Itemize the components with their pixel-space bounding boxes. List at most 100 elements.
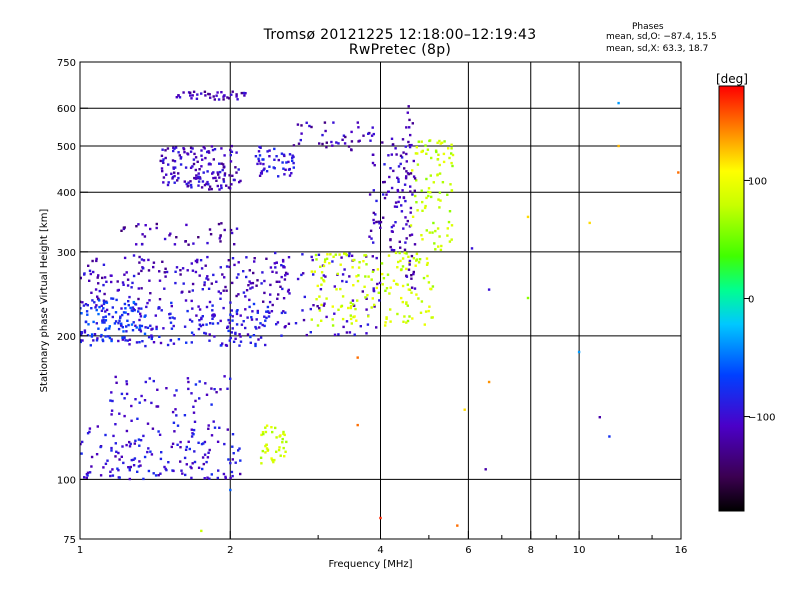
- data-point: [82, 304, 86, 307]
- data-point: [107, 335, 110, 338]
- data-point: [403, 248, 407, 251]
- data-point: [446, 193, 449, 196]
- data-point: [169, 338, 173, 342]
- data-point: [123, 397, 126, 400]
- data-point: [294, 322, 298, 325]
- data-point: [195, 314, 198, 317]
- data-point: [178, 96, 182, 99]
- data-point: [222, 163, 225, 166]
- data-point: [256, 279, 259, 282]
- data-point: [173, 394, 176, 397]
- data-point: [158, 279, 162, 282]
- data-point: [396, 176, 399, 179]
- data-point: [218, 426, 221, 429]
- data-point: [328, 262, 331, 265]
- data-point: [339, 263, 342, 266]
- data-point: [370, 237, 373, 240]
- data-point: [152, 472, 155, 475]
- data-point: [212, 95, 215, 98]
- data-point: [264, 444, 267, 448]
- data-point: [402, 320, 405, 323]
- data-point: [172, 324, 175, 328]
- data-point: [84, 303, 88, 306]
- data-point: [143, 399, 147, 402]
- data-point: [149, 227, 152, 231]
- data-point: [426, 274, 429, 278]
- data-point: [134, 302, 137, 306]
- data-point: [408, 261, 411, 264]
- data-point: [173, 430, 176, 433]
- data-point: [341, 295, 345, 298]
- data-point: [211, 148, 215, 152]
- data-point: [337, 142, 340, 145]
- data-point: [138, 326, 142, 329]
- data-point: [210, 187, 213, 191]
- data-point: [441, 181, 445, 184]
- data-point: [118, 476, 121, 479]
- data-point: [152, 341, 156, 344]
- data-point: [229, 153, 232, 157]
- data-point: [108, 336, 112, 340]
- data-point: [205, 460, 208, 464]
- data-point: [408, 263, 411, 266]
- data-point: [228, 174, 231, 177]
- y-tick-label: 75: [63, 535, 76, 546]
- data-point: [617, 144, 620, 148]
- data-point: [340, 256, 343, 259]
- data-point: [95, 339, 99, 342]
- data-point: [207, 424, 210, 427]
- data-point: [100, 333, 103, 337]
- data-point: [127, 466, 130, 469]
- data-point: [140, 258, 144, 261]
- data-point: [309, 307, 312, 311]
- data-point: [235, 151, 238, 154]
- data-point: [280, 264, 283, 267]
- data-point: [371, 297, 374, 300]
- data-point: [425, 177, 428, 181]
- data-point: [415, 201, 418, 204]
- data-point: [174, 270, 177, 273]
- data-point: [285, 161, 288, 164]
- data-point: [245, 256, 248, 259]
- data-point: [207, 451, 210, 454]
- data-point: [158, 270, 161, 273]
- data-point: [189, 94, 192, 97]
- data-point: [371, 255, 374, 258]
- data-point: [138, 255, 141, 259]
- data-point: [420, 189, 423, 192]
- data-point: [193, 176, 196, 180]
- data-point: [173, 160, 177, 163]
- data-point: [145, 305, 148, 309]
- data-point: [223, 94, 226, 97]
- data-point: [135, 243, 138, 246]
- data-point: [390, 230, 394, 233]
- data-point: [149, 450, 152, 453]
- data-point: [371, 161, 375, 165]
- data-point: [408, 118, 411, 122]
- data-point: [372, 289, 375, 292]
- data-point: [296, 123, 300, 126]
- axes: 1 2 4 6 8 10 16 75 100 200 300 400 500 600 750 Frequenc…: [39, 58, 687, 570]
- data-point: [434, 229, 437, 233]
- data-point: [366, 294, 369, 297]
- data-point: [187, 440, 190, 443]
- data-point: [383, 180, 386, 184]
- data-point: [169, 321, 173, 324]
- data-point: [341, 273, 345, 276]
- chart-title: Tromsø 20121225 12:18:00–12:19:43: [263, 27, 537, 43]
- data-point: [222, 98, 225, 101]
- data-point: [130, 458, 133, 462]
- data-point: [399, 246, 402, 249]
- data-point: [190, 392, 193, 395]
- data-point: [388, 292, 391, 295]
- data-point: [387, 154, 390, 157]
- data-point: [379, 220, 383, 224]
- data-point: [438, 206, 441, 209]
- data-point: [171, 316, 174, 319]
- data-point: [132, 458, 135, 461]
- data-point: [175, 389, 178, 392]
- data-point: [221, 342, 224, 345]
- data-point: [207, 163, 211, 166]
- data-point: [442, 160, 446, 164]
- data-point: [205, 305, 209, 309]
